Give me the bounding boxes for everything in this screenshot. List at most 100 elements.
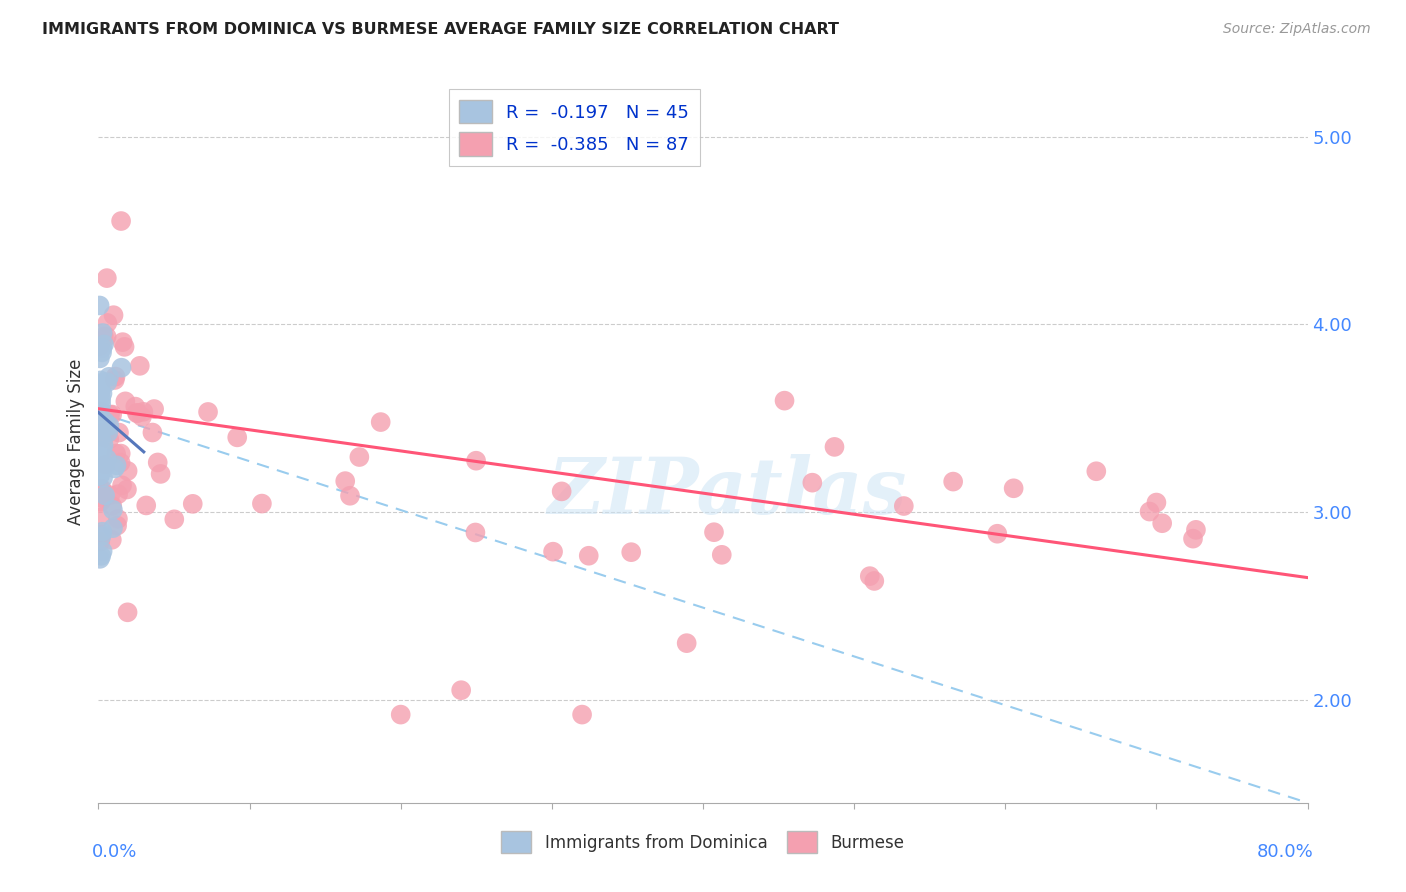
- Point: [91, 421, 114, 435]
- Point: [146, 455, 169, 469]
- Point: [101, 502, 124, 516]
- Point: [98, 418, 121, 433]
- Point: [141, 425, 163, 440]
- Point: [1002, 481, 1025, 495]
- Point: [89, 351, 111, 366]
- Point: [89, 378, 111, 392]
- Y-axis label: Average Family Size: Average Family Size: [66, 359, 84, 524]
- Point: [703, 525, 725, 540]
- Point: [90, 549, 112, 563]
- Point: [117, 605, 139, 619]
- Point: [571, 707, 593, 722]
- Point: [89, 404, 111, 418]
- Point: [98, 369, 121, 384]
- Point: [110, 360, 132, 375]
- Point: [1152, 516, 1174, 531]
- Text: IMMIGRANTS FROM DOMINICA VS BURMESE AVERAGE FAMILY SIZE CORRELATION CHART: IMMIGRANTS FROM DOMINICA VS BURMESE AVER…: [42, 22, 839, 37]
- Point: [87, 376, 110, 391]
- Point: [107, 512, 129, 526]
- Point: [87, 403, 110, 417]
- Point: [96, 271, 118, 285]
- Point: [349, 450, 371, 464]
- Point: [91, 544, 114, 558]
- Point: [197, 405, 219, 419]
- Point: [710, 548, 733, 562]
- Point: [114, 394, 136, 409]
- Point: [90, 527, 112, 541]
- Point: [89, 298, 111, 312]
- Point: [110, 214, 132, 228]
- Point: [89, 535, 111, 549]
- Point: [104, 373, 127, 387]
- Point: [91, 341, 114, 355]
- Point: [91, 524, 114, 539]
- Text: 0.0%: 0.0%: [93, 843, 138, 861]
- Point: [550, 484, 572, 499]
- Text: ZIPatlas: ZIPatlas: [547, 454, 907, 531]
- Point: [90, 529, 112, 543]
- Point: [97, 425, 120, 440]
- Point: [250, 497, 273, 511]
- Point: [91, 470, 114, 484]
- Point: [1185, 523, 1208, 537]
- Point: [101, 533, 124, 547]
- Point: [131, 409, 153, 424]
- Point: [90, 482, 112, 496]
- Point: [111, 335, 134, 350]
- Point: [89, 482, 111, 496]
- Point: [94, 488, 117, 502]
- Point: [127, 406, 149, 420]
- Point: [93, 329, 115, 343]
- Point: [124, 400, 146, 414]
- Point: [541, 544, 564, 558]
- Point: [863, 574, 886, 588]
- Point: [620, 545, 643, 559]
- Point: [89, 510, 111, 524]
- Point: [450, 683, 472, 698]
- Point: [859, 569, 882, 583]
- Point: [111, 478, 134, 492]
- Point: [91, 345, 114, 359]
- Point: [89, 551, 111, 566]
- Point: [93, 438, 115, 452]
- Point: [98, 433, 121, 447]
- Point: [163, 512, 186, 526]
- Point: [986, 526, 1008, 541]
- Point: [87, 448, 110, 462]
- Point: [115, 483, 138, 497]
- Point: [98, 408, 121, 422]
- Point: [1182, 532, 1205, 546]
- Point: [1139, 505, 1161, 519]
- Point: [101, 408, 124, 422]
- Point: [90, 392, 112, 407]
- Point: [110, 456, 132, 470]
- Point: [89, 402, 111, 417]
- Point: [96, 316, 118, 330]
- Point: [96, 329, 118, 343]
- Point: [94, 415, 117, 429]
- Point: [89, 373, 111, 387]
- Point: [370, 415, 392, 429]
- Point: [464, 525, 486, 540]
- Point: [128, 359, 150, 373]
- Point: [91, 425, 114, 440]
- Point: [93, 430, 115, 444]
- Point: [90, 420, 112, 434]
- Point: [89, 339, 111, 353]
- Point: [93, 337, 115, 351]
- Point: [90, 397, 112, 411]
- Point: [98, 488, 121, 502]
- Point: [96, 376, 118, 390]
- Point: [893, 499, 915, 513]
- Point: [96, 451, 118, 466]
- Point: [94, 458, 117, 472]
- Point: [105, 458, 128, 473]
- Point: [104, 461, 127, 475]
- Point: [465, 453, 488, 467]
- Point: [105, 518, 128, 533]
- Point: [181, 497, 204, 511]
- Point: [801, 475, 824, 490]
- Point: [90, 495, 112, 509]
- Point: [107, 487, 129, 501]
- Point: [143, 402, 166, 417]
